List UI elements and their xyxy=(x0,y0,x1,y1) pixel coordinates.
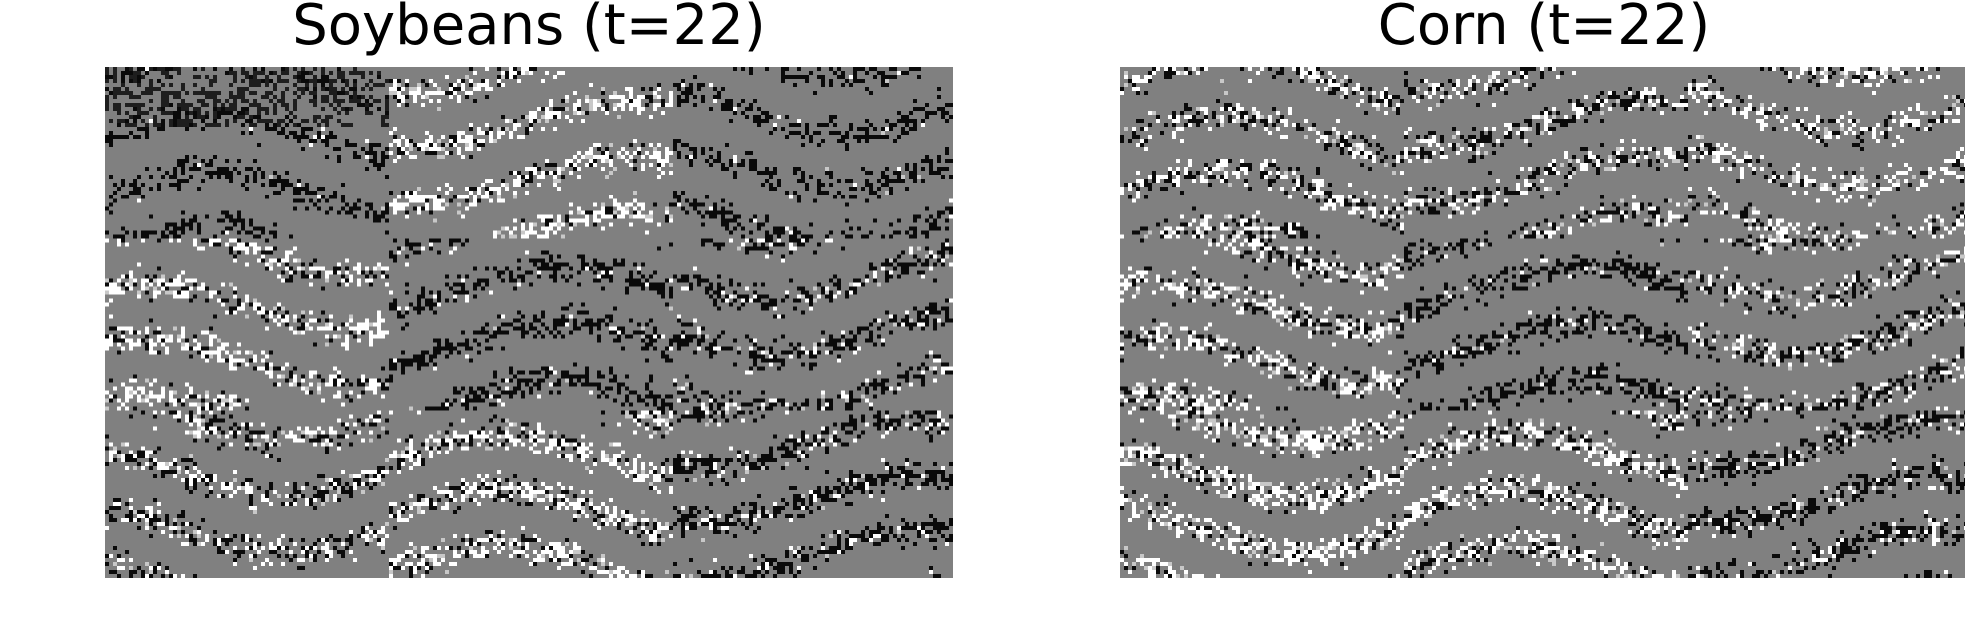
heatmap-canvas-corn xyxy=(1120,67,1965,578)
heatmap-soybeans xyxy=(105,67,953,578)
heatmap-canvas-soybeans xyxy=(105,67,953,578)
panel-title-corn: Corn (t=22) xyxy=(1377,0,1711,58)
panel-title-soybeans: Soybeans (t=22) xyxy=(292,0,766,58)
heatmap-corn xyxy=(1120,67,1965,578)
